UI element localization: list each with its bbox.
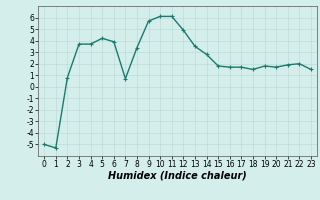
X-axis label: Humidex (Indice chaleur): Humidex (Indice chaleur): [108, 171, 247, 181]
